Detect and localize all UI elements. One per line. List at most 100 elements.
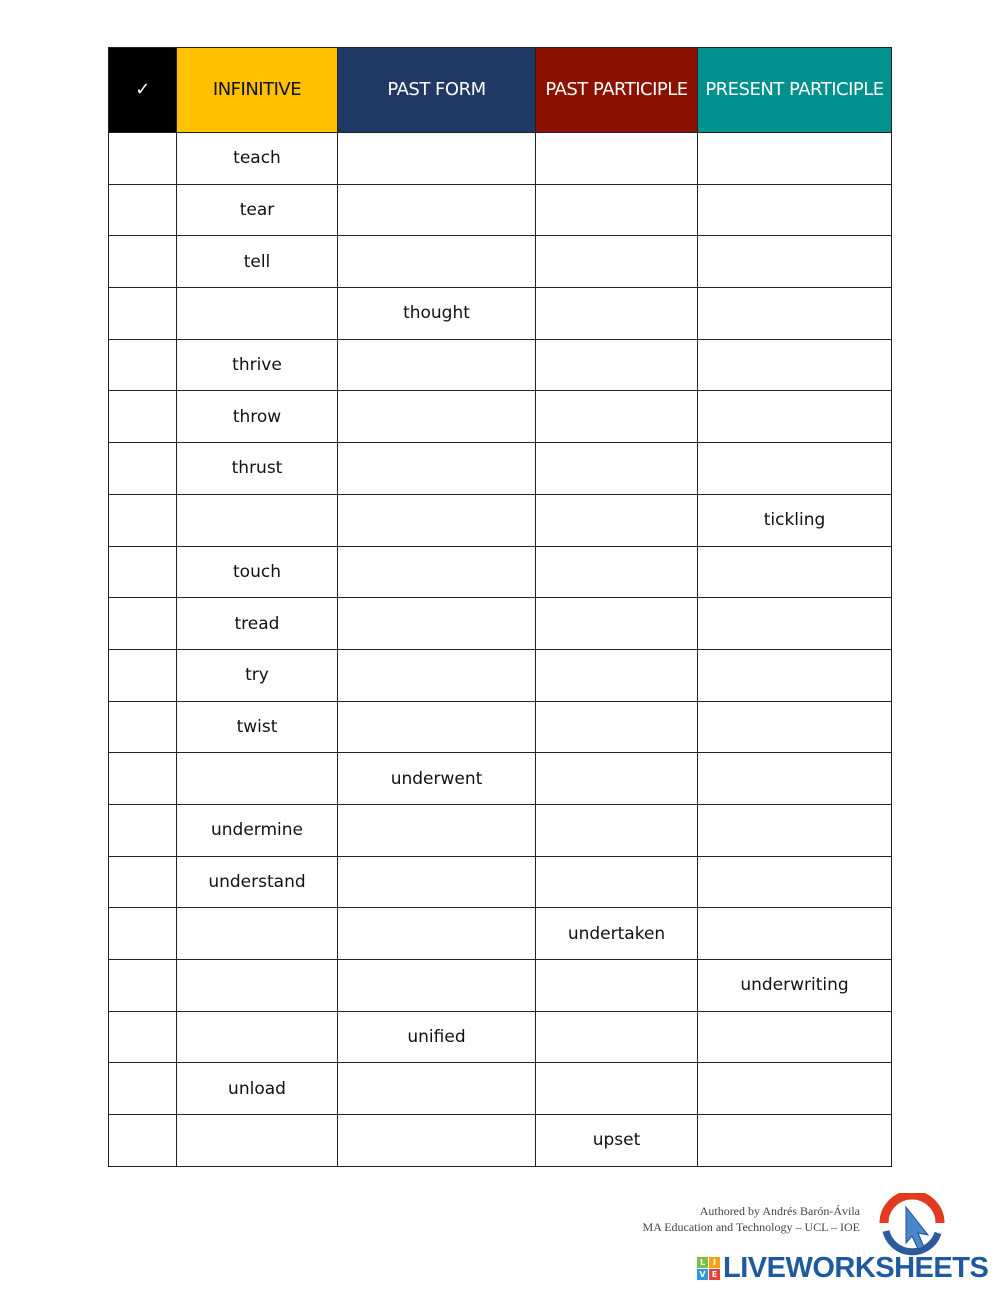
present-participle-answer-field[interactable] (697, 597, 892, 650)
past-participle-answer-field[interactable] (535, 1062, 698, 1116)
past-participle-answer-field[interactable] (535, 287, 698, 340)
present-participle-answer-field[interactable] (697, 287, 892, 340)
present-participle-answer-field[interactable] (697, 183, 892, 237)
check-cell[interactable] (108, 1114, 177, 1167)
past-participle-given: upset (535, 1114, 698, 1167)
check-cell[interactable] (108, 493, 177, 547)
check-cell[interactable] (108, 648, 177, 702)
past-form-answer-field[interactable] (337, 700, 536, 754)
past-participle-answer-field[interactable] (535, 545, 698, 599)
infinitive-answer-field[interactable] (176, 493, 338, 547)
present-participle-answer-field[interactable] (697, 907, 892, 960)
header-row: ✓ INFINITIVE PAST FORM PAST PARTICIPLE P… (108, 47, 892, 133)
live-logo-icon: L I V E (697, 1257, 720, 1280)
past-participle-answer-field[interactable] (535, 700, 698, 754)
past-participle-answer-field[interactable] (535, 803, 698, 857)
click-logo (879, 1193, 945, 1256)
infinitive-header: INFINITIVE (176, 47, 338, 133)
past-form-answer-field[interactable] (337, 132, 536, 185)
check-cell[interactable] (108, 545, 177, 599)
infinitive-answer-field[interactable] (176, 752, 338, 805)
check-cell[interactable] (108, 855, 177, 909)
present-participle-answer-field[interactable] (697, 1010, 892, 1064)
present-participle-answer-field[interactable] (697, 132, 892, 185)
past-participle-answer-field[interactable] (535, 597, 698, 650)
infinitive-given: twist (176, 700, 338, 754)
check-cell[interactable] (108, 907, 177, 960)
infinitive-answer-field[interactable] (176, 1010, 338, 1064)
author-name: Authored by Andrés Barón-Ávila (699, 1204, 860, 1218)
table-row: try (108, 648, 892, 702)
infinitive-answer-field[interactable] (176, 287, 338, 340)
check-cell[interactable] (108, 1062, 177, 1116)
past-form-answer-field[interactable] (337, 390, 536, 444)
check-cell[interactable] (108, 959, 177, 1012)
past-form-answer-field[interactable] (337, 855, 536, 909)
past-participle-answer-field[interactable] (535, 493, 698, 547)
past-form-answer-field[interactable] (337, 1114, 536, 1167)
present-participle-answer-field[interactable] (697, 648, 892, 702)
present-participle-answer-field[interactable] (697, 390, 892, 444)
present-participle-answer-field[interactable] (697, 700, 892, 754)
brand-name: LIVEWORKSHEETS (723, 1252, 989, 1284)
table-row: unload (108, 1062, 892, 1116)
past-form-answer-field[interactable] (337, 803, 536, 857)
check-cell[interactable] (108, 700, 177, 754)
past-participle-answer-field[interactable] (535, 132, 698, 185)
past-form-answer-field[interactable] (337, 183, 536, 237)
present-participle-answer-field[interactable] (697, 338, 892, 392)
past-form-answer-field[interactable] (337, 338, 536, 392)
past-form-answer-field[interactable] (337, 545, 536, 599)
table-row: twist (108, 700, 892, 754)
check-cell[interactable] (108, 132, 177, 185)
infinitive-given: tear (176, 183, 338, 237)
past-form-answer-field[interactable] (337, 493, 536, 547)
check-cell[interactable] (108, 235, 177, 289)
past-form-answer-field[interactable] (337, 907, 536, 960)
table-row: undermine (108, 803, 892, 857)
past-participle-answer-field[interactable] (535, 855, 698, 909)
past-participle-answer-field[interactable] (535, 1010, 698, 1064)
past-form-answer-field[interactable] (337, 959, 536, 1012)
check-cell[interactable] (108, 287, 177, 340)
check-cell[interactable] (108, 442, 177, 495)
present-participle-answer-field[interactable] (697, 235, 892, 289)
check-cell[interactable] (108, 390, 177, 444)
past-participle-answer-field[interactable] (535, 338, 698, 392)
past-form-answer-field[interactable] (337, 597, 536, 650)
check-cell[interactable] (108, 752, 177, 805)
present-participle-answer-field[interactable] (697, 752, 892, 805)
past-participle-answer-field[interactable] (535, 235, 698, 289)
past-participle-answer-field[interactable] (535, 183, 698, 237)
past-form-answer-field[interactable] (337, 1062, 536, 1116)
present-participle-answer-field[interactable] (697, 442, 892, 495)
infinitive-answer-field[interactable] (176, 907, 338, 960)
check-cell[interactable] (108, 183, 177, 237)
table-row: upset (108, 1114, 892, 1167)
past-form-answer-field[interactable] (337, 442, 536, 495)
check-cell[interactable] (108, 597, 177, 650)
past-participle-answer-field[interactable] (535, 648, 698, 702)
table-row: thrive (108, 338, 892, 392)
table-row: underwent (108, 752, 892, 805)
infinitive-given: tell (176, 235, 338, 289)
present-participle-answer-field[interactable] (697, 855, 892, 909)
check-cell[interactable] (108, 803, 177, 857)
present-participle-answer-field[interactable] (697, 803, 892, 857)
past-form-given: underwent (337, 752, 536, 805)
past-participle-answer-field[interactable] (535, 959, 698, 1012)
check-cell[interactable] (108, 1010, 177, 1064)
past-participle-answer-field[interactable] (535, 390, 698, 444)
past-form-answer-field[interactable] (337, 235, 536, 289)
present-participle-answer-field[interactable] (697, 1062, 892, 1116)
infinitive-answer-field[interactable] (176, 1114, 338, 1167)
table-body: teach tear tell thought thrive throw thrust tic… (108, 132, 892, 1167)
check-cell[interactable] (108, 338, 177, 392)
infinitive-answer-field[interactable] (176, 959, 338, 1012)
table-row: underwriting (108, 959, 892, 1012)
past-form-answer-field[interactable] (337, 648, 536, 702)
past-participle-answer-field[interactable] (535, 442, 698, 495)
past-participle-answer-field[interactable] (535, 752, 698, 805)
present-participle-answer-field[interactable] (697, 545, 892, 599)
present-participle-answer-field[interactable] (697, 1114, 892, 1167)
